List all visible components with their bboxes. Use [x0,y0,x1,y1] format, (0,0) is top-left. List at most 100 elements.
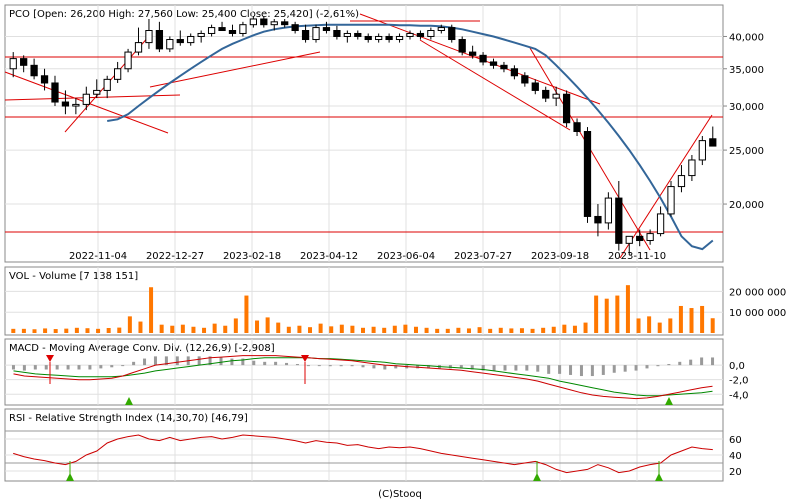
volume-bar [361,327,365,333]
candle-body [573,122,581,132]
rsi-title: RSI - Relative Strength Index (14,30,70)… [9,413,248,424]
x-tick-label: 2023-09-18 [531,251,589,262]
macd-histogram-bar [121,365,125,367]
price-y-tick-label: 20,000 [729,200,764,211]
volume-bar [11,328,16,333]
candle-body [698,140,706,161]
macd-y-tick-label: -4,0 [729,390,749,401]
macd-histogram-bar [645,365,649,369]
volume-bar [456,327,461,333]
macd-histogram-bar [590,365,594,377]
volume-bar [392,325,397,333]
candle-body [395,35,404,41]
volume-bar [382,327,387,333]
volume-bar [668,318,673,333]
candle-body [375,35,383,41]
macd-histogram-bar [66,365,70,370]
volume-bar [594,295,599,333]
x-tick-label: 2022-12-27 [146,251,204,262]
volume-bar [371,326,376,333]
price-x-ticks: 2022-11-04 2022-12-27 2023-02-18 2023-04-12… [69,251,666,262]
x-tick-label: 2023-04-12 [300,251,358,262]
candle-body [510,68,519,77]
macd-histogram-bar [110,365,114,368]
volume-bar [106,328,111,333]
volume-bar [445,328,450,333]
macd-histogram-bar [394,365,398,369]
candle-body [281,21,289,26]
volume-bar [689,308,694,333]
price-title: PCO [Open: 26,200 High: 27,560 Low: 25,4… [9,9,359,20]
macd-histogram-bar [525,365,529,371]
candle-body [218,27,226,32]
volume-bar [117,327,122,333]
macd-histogram-bar [197,356,201,366]
volume-bars [5,285,723,333]
macd-histogram-bar [328,365,332,367]
candle-body [176,39,184,44]
price-y-ticks: 40,000 35,000 30,000 25,000 20,000 [723,32,764,211]
macd-histogram-bar [569,365,573,375]
moving-average [107,23,714,251]
macd-histogram-bar [623,365,627,372]
macd-histogram-bar [579,365,583,377]
macd-histogram-bar [132,361,136,366]
candle-body [542,89,550,99]
macd-histogram-bar [711,357,715,366]
volume-bar [276,322,281,333]
candle-body [40,75,49,84]
volume-bar [710,318,715,333]
x-tick-label: 2023-07-27 [454,251,512,262]
candle-body [469,51,477,56]
volume-bar [678,305,683,333]
macd-histogram-bar [689,359,693,366]
macd-line [13,355,713,400]
volume-bar [625,285,630,333]
volume-bar [170,325,175,333]
volume-title: VOL - Volume [7 138 151] [9,271,138,282]
sell-marker [301,355,309,362]
volume-bar [180,324,185,333]
macd-lines [5,355,723,405]
macd-histogram-bar [350,365,354,367]
volume-bar [297,325,302,333]
volume-bar [700,305,705,333]
price-y-tick-label: 40,000 [729,32,764,43]
macd-histogram-bar [77,365,81,370]
macd-histogram-bar [339,365,343,367]
candle-body [291,24,299,32]
volume-bar [255,320,260,333]
rsi-y-ticks: 60 40 20 [729,435,742,478]
macd-histogram-bar [667,364,671,366]
candle-body [594,215,602,224]
volume-bar [53,329,58,333]
macd-histogram-bar [700,357,704,366]
x-tick-label: 2023-06-04 [377,251,435,262]
macd-histogram-bar [55,365,59,370]
candle-body [207,27,216,34]
macd-histogram-bar [88,365,92,370]
macd-histogram-bar [164,356,168,366]
volume-bar [308,327,313,333]
candle-body [197,32,205,37]
candle-body [406,32,414,37]
candle-body [688,159,696,177]
volume-bar [466,328,471,333]
candle-body [500,64,508,70]
x-tick-label: 2023-02-18 [223,251,281,262]
volume-bar [21,328,26,333]
candle-body [114,68,122,80]
rsi-buy-marker [66,473,74,481]
candle-body [322,27,331,32]
macd-histogram-bar [44,365,48,370]
macd-histogram-bar [99,365,103,369]
rsi-lines [5,430,723,481]
candle-body [636,235,644,242]
rsi-y-tick-label: 20 [729,467,742,478]
candle-body [20,58,28,66]
trend-line [619,114,713,259]
macd-histogram-bar [492,365,496,371]
volume-bar [212,323,217,333]
candle-body [260,18,268,26]
volume-bar [636,318,641,333]
